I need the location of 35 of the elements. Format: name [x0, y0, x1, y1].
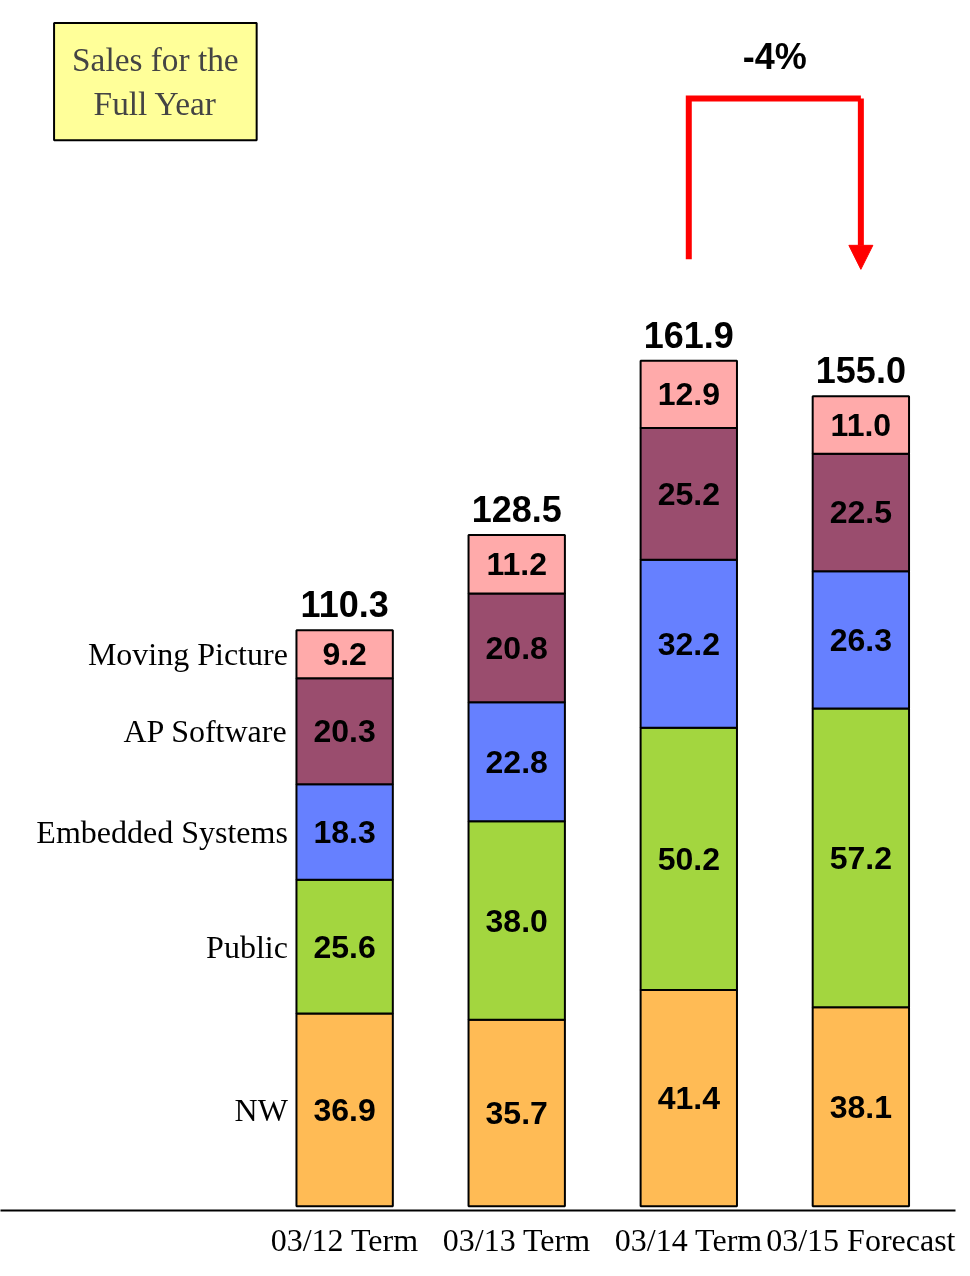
x-tick-label: 03/15 Forecast	[766, 1221, 956, 1258]
data-label: 22.8	[485, 743, 548, 780]
data-label: 38.0	[485, 902, 548, 939]
data-label: 11.0	[830, 406, 892, 443]
x-tick-label: 03/13 Term	[442, 1221, 591, 1258]
data-label: 9.2	[322, 636, 367, 673]
series-label: Moving Picture	[87, 636, 288, 673]
x-tick-label: 03/12 Term	[270, 1221, 419, 1258]
total-label: 128.5	[471, 489, 562, 531]
data-label: 25.6	[313, 928, 376, 965]
chart-title: Sales for the Full Year	[72, 40, 239, 123]
total-label: 110.3	[300, 584, 389, 626]
data-label: 22.5	[829, 494, 892, 531]
data-label: 26.3	[829, 621, 892, 658]
data-label: 20.8	[485, 629, 548, 666]
data-label: 57.2	[829, 839, 892, 876]
total-label: 161.9	[643, 314, 734, 356]
data-label: 18.3	[313, 814, 376, 851]
text: -4%	[742, 36, 807, 78]
data-label: 41.4	[657, 1080, 721, 1117]
series-label: AP Software	[123, 713, 287, 750]
series-label: Embedded Systems	[36, 814, 288, 851]
total-label: 155.0	[815, 350, 906, 392]
data-label: 50.2	[657, 840, 720, 877]
data-label: 32.2	[657, 625, 720, 662]
series-label: NW	[234, 1091, 289, 1128]
data-label: 36.9	[313, 1091, 376, 1128]
data-label: 12.9	[657, 376, 720, 413]
data-label: 20.3	[313, 713, 376, 750]
data-label: 38.1	[829, 1088, 892, 1125]
x-tick-label: 03/14 Term	[614, 1221, 763, 1258]
data-label: 11.2	[486, 546, 547, 583]
data-label: 25.2	[657, 475, 720, 512]
data-label: 35.7	[485, 1095, 548, 1132]
series-label: Public	[206, 928, 288, 965]
